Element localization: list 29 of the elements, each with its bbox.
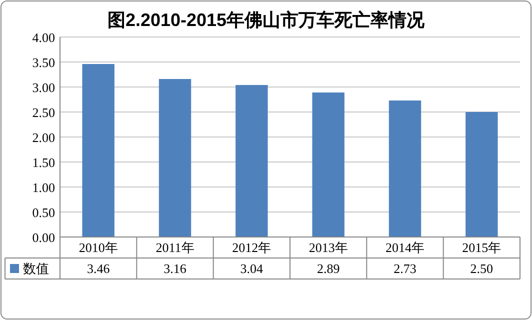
y-tick-label: 0.00 [32,230,55,245]
bar [312,92,344,237]
x-tick-label: 2014年 [386,240,424,255]
y-tick-label: 2.50 [32,105,55,120]
bar [82,64,114,237]
data-label: 2.89 [316,261,340,276]
data-label: 2.73 [394,261,416,276]
y-tick-label: 1.50 [32,155,55,170]
bar [158,79,192,237]
data-label: 2.50 [470,261,494,276]
data-label: 3.04 [240,261,264,276]
x-tick-label: 2012年 [232,240,272,255]
y-tick-label: 1.00 [32,180,55,195]
data-label: 3.46 [86,261,110,276]
x-tick-label: 2010年 [78,240,118,255]
chart-title: 图2.2010-2015年佛山市万车死亡率情况 [107,10,426,30]
bar [236,85,268,237]
legend-label: 数值 [23,261,49,276]
y-tick-label: 3.50 [32,55,55,70]
x-tick-label: 2013年 [308,240,348,255]
y-tick-label: 2.00 [32,130,55,145]
x-tick-label: 2011年 [156,240,194,255]
bar [466,112,498,237]
bar [388,100,422,237]
x-tick-label: 2015年 [462,240,502,255]
y-tick-label: 3.00 [32,80,55,95]
y-tick-label: 0.50 [32,205,55,220]
data-label: 3.16 [164,261,187,276]
y-tick-label: 4.00 [32,30,55,45]
